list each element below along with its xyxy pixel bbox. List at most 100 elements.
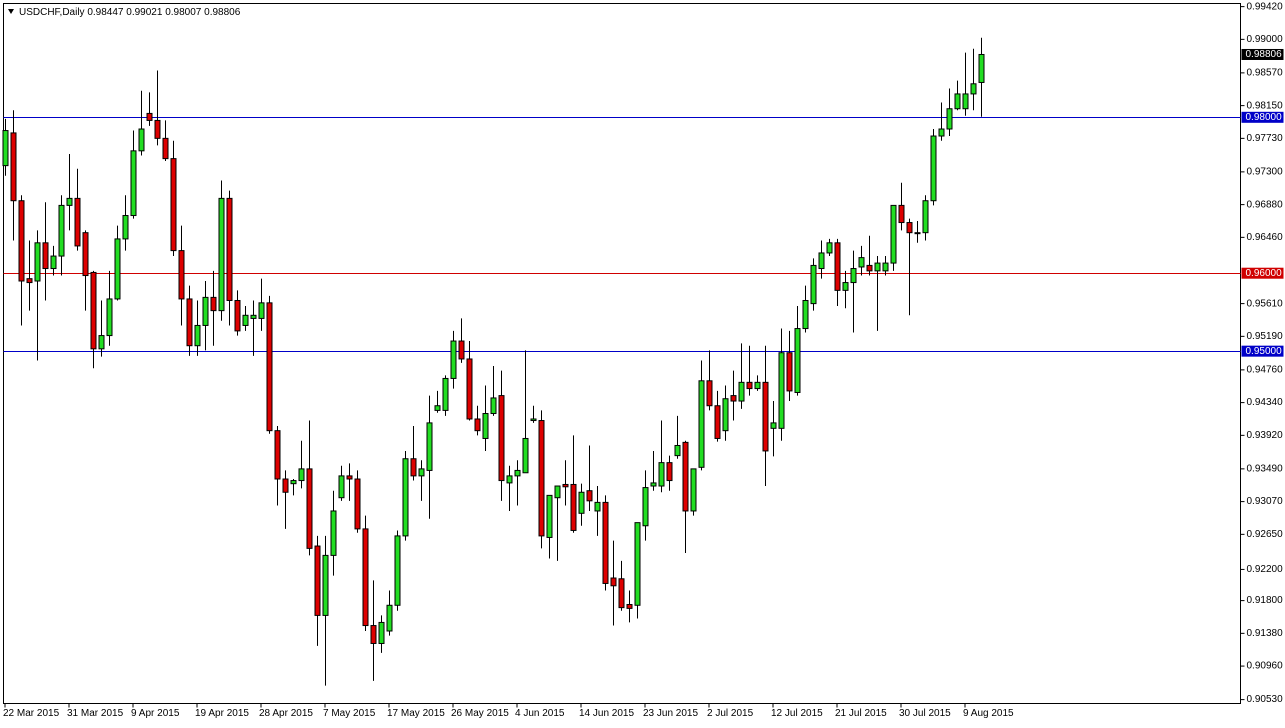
candle-body: [402, 458, 409, 537]
y-tick-label: 0.90530: [1247, 694, 1284, 705]
candle-body: [362, 528, 369, 627]
candle-body: [18, 200, 25, 282]
candle-body: [370, 625, 377, 644]
candle-body: [618, 578, 625, 609]
level-tag: [1241, 111, 1284, 123]
candle-body: [210, 296, 217, 312]
candle-body: [538, 420, 545, 537]
x-tick-label: 2 Jul 2015: [707, 708, 754, 719]
x-tick-label: 7 May 2015: [323, 708, 376, 719]
candle-body: [314, 545, 321, 616]
candle-body: [858, 257, 865, 268]
y-tick-label: 0.94340: [1247, 397, 1284, 408]
candle-body: [186, 298, 193, 347]
level-tag: [1241, 345, 1284, 357]
y-tick-label: 0.96880: [1247, 199, 1284, 210]
x-tick-label: 31 Mar 2015: [67, 708, 124, 719]
y-tick-label: 0.96460: [1247, 232, 1284, 243]
candle-body: [522, 437, 529, 474]
x-tick-label: 30 Jul 2015: [899, 708, 951, 719]
candle-body: [266, 302, 273, 432]
candle-body: [626, 604, 633, 609]
candle-body: [930, 135, 937, 202]
candle-body: [498, 395, 505, 482]
menu-arrow[interactable]: [8, 9, 14, 14]
y-tick-label: 0.97730: [1247, 133, 1284, 144]
candle-body: [338, 475, 345, 499]
candle-body: [434, 405, 441, 411]
candle-body: [634, 522, 641, 606]
candle-body: [234, 299, 241, 332]
header-low: 0.98007: [165, 7, 202, 18]
candle-body: [306, 468, 313, 549]
candle-body: [946, 108, 953, 130]
y-tick-label: 0.93490: [1247, 464, 1284, 475]
x-tick-label: 4 Jun 2015: [515, 708, 565, 719]
x-tick-label: 23 Jun 2015: [643, 708, 698, 719]
candle-body: [714, 405, 721, 439]
y-tick-label: 0.98150: [1247, 100, 1284, 111]
candle-body: [346, 475, 353, 480]
header-open: 0.98447: [87, 7, 124, 18]
candle-body: [650, 482, 657, 487]
candle-body: [914, 232, 921, 235]
candle-body: [482, 413, 489, 439]
y-tick-label: 0.99420: [1247, 1, 1284, 12]
y-tick-label: 0.95610: [1247, 298, 1284, 309]
candle-body: [258, 302, 265, 319]
candle-body: [138, 128, 145, 152]
candle-body: [834, 242, 841, 291]
candle-body: [730, 395, 737, 402]
candle-body: [818, 252, 825, 270]
candle-body: [378, 621, 385, 644]
chart-header: USDCHF,Daily 0.98447 0.99021 0.98007 0.9…: [19, 7, 241, 18]
chart-title: USDCHF,Daily: [19, 7, 85, 18]
candle-body: [450, 340, 457, 379]
candle-body: [282, 478, 289, 493]
y-tick-label: 0.93070: [1247, 496, 1284, 507]
candle-body: [410, 458, 417, 477]
candle-body: [82, 232, 89, 277]
x-tick-label: 9 Aug 2015: [963, 708, 1014, 719]
candle-body: [546, 494, 553, 538]
candle-body: [490, 397, 497, 415]
candle-body: [154, 119, 161, 139]
candle-body: [274, 430, 281, 480]
candle-body: [850, 268, 857, 284]
candle-body: [114, 238, 121, 300]
x-tick-label: 12 Jul 2015: [771, 708, 823, 719]
candle-body: [170, 158, 177, 252]
candle-body: [578, 491, 585, 514]
candle-body: [610, 577, 617, 587]
y-tick-label: 0.98570: [1247, 68, 1284, 79]
candle-body: [842, 282, 849, 291]
candle-body: [682, 441, 689, 512]
candle-body: [10, 132, 17, 202]
header-close: 0.98806: [204, 7, 241, 18]
candle-body: [74, 197, 81, 247]
candle-body: [506, 475, 513, 484]
y-tick-label: 0.91380: [1247, 628, 1284, 639]
candle-body: [698, 380, 705, 468]
candle-body: [58, 204, 65, 257]
candle-body: [906, 222, 913, 234]
candle-body: [666, 462, 673, 482]
candle-body: [562, 483, 569, 488]
x-tick-label: 9 Apr 2015: [131, 708, 180, 719]
candle-body: [330, 510, 337, 556]
candle-body: [690, 468, 697, 512]
candle-body: [242, 314, 249, 326]
candle-body: [570, 483, 577, 531]
candle-body: [194, 324, 201, 347]
candle-body: [794, 328, 801, 393]
candle-body: [146, 112, 153, 121]
candle-body: [474, 418, 481, 432]
level-tag-label: 0.98000: [1246, 112, 1283, 123]
candle-body: [898, 204, 905, 224]
candle-body: [218, 197, 225, 312]
candle-body: [970, 83, 977, 95]
candle-body: [802, 299, 809, 330]
candle-body: [554, 485, 561, 499]
